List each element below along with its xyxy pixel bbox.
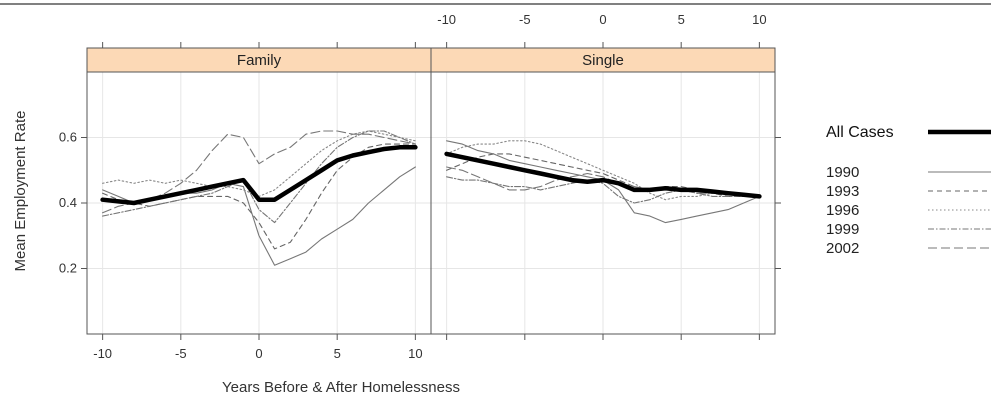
y-tick-label: 0.6 [59,130,77,145]
x-tick-label-top: -5 [519,12,531,27]
strip-label: Single [582,52,624,69]
x-tick-label: -10 [93,346,112,361]
axes-layer: -10 -10 -5 -5 0 0 5 5 10 10 0.2 0.4 0.6 Years Before … [12,12,781,396]
panel-family: Family [86,47,432,335]
y-axis-title: Mean Employment Rate [12,111,29,272]
y-tick-label: 0.4 [59,195,77,210]
x-tick-label-top: 0 [599,12,606,27]
x-tick-label: -5 [175,346,187,361]
legend-label-1990: 1990 [826,164,859,181]
x-tick-label: 5 [334,346,341,361]
legend-label-1999: 1999 [826,221,859,238]
series-1993-line [102,143,416,250]
x-tick-label: 10 [408,346,422,361]
strip-label: Family [237,52,282,69]
x-tick-label-top: 10 [752,12,766,27]
series-1999-line [446,176,760,204]
x-tick-label-top: -10 [437,12,456,27]
legend-label-1993: 1993 [826,183,859,200]
y-tick-label: 0.2 [59,261,77,276]
x-tick-label-top: 5 [678,12,685,27]
legend: All Cases 1990 1993 1996 1999 2002 [826,124,991,257]
series-all-cases-line [100,145,418,206]
series-2002-line [446,166,760,197]
series-all-cases-line [444,151,762,199]
panels-layer: Family Single [86,47,776,335]
panel-single: Single [430,47,776,335]
series-1996-line [446,140,760,201]
legend-label-1996: 1996 [826,202,859,219]
x-tick-label: 0 [255,346,262,361]
legend-label-2002: 2002 [826,240,859,257]
outer-frame [86,47,776,335]
legend-label-all-cases: All Cases [826,124,894,141]
series-1999-line [102,130,416,224]
x-axis-title: Years Before & After Homelessness [222,379,460,396]
